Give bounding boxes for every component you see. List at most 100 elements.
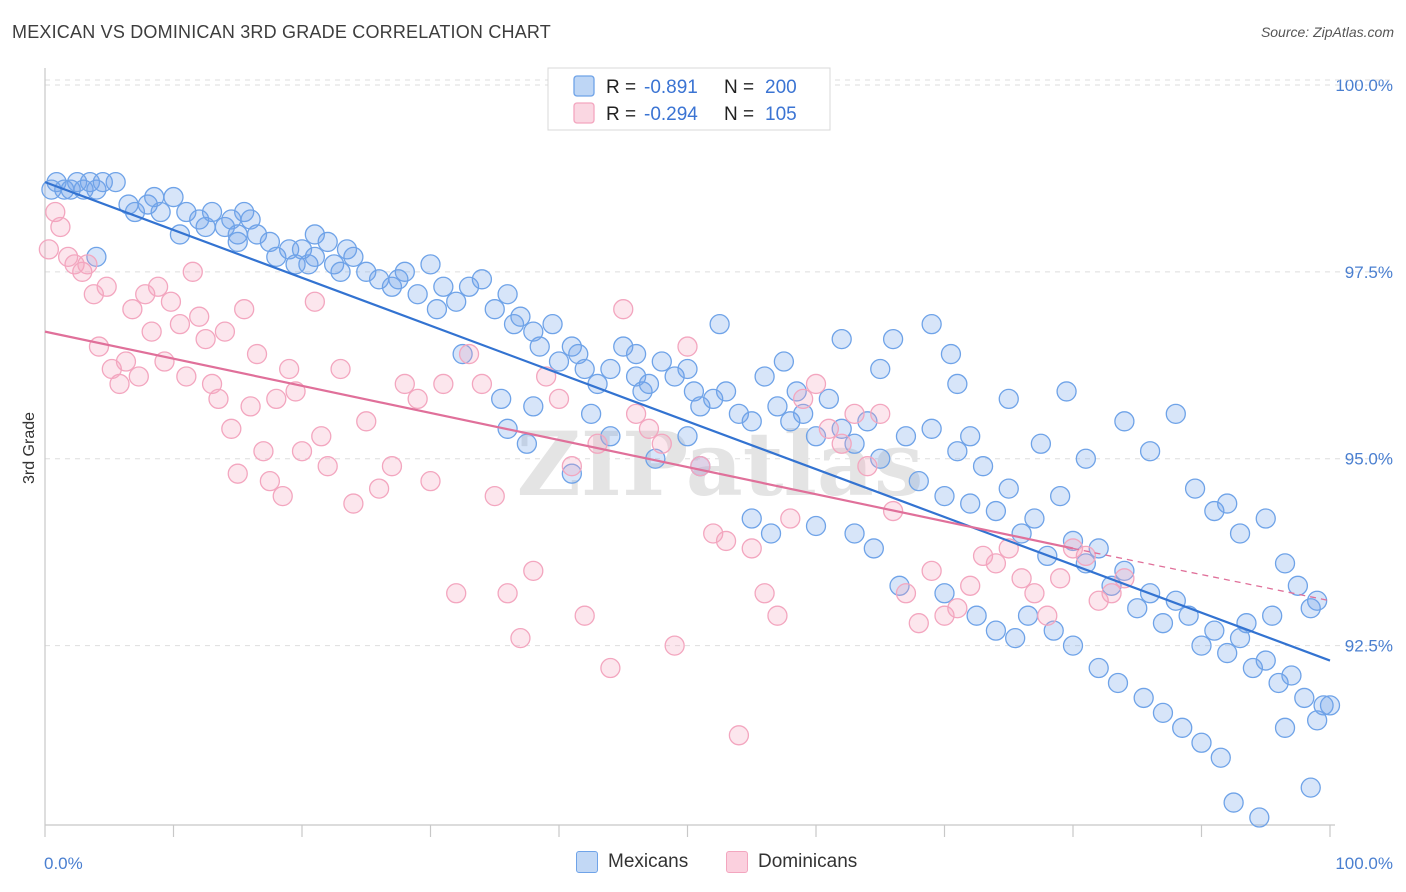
data-point [266,388,287,410]
data-point [471,269,493,290]
data-point [201,201,223,223]
data-point [176,201,197,223]
data-point [857,456,878,477]
y-tick-label: 97.5% [1345,263,1393,282]
data-point [446,583,467,604]
data-point [471,373,493,395]
data-point [580,403,602,425]
data-point [972,456,994,477]
data-point [234,299,255,320]
data-point [1184,478,1206,499]
data-point [208,388,229,410]
data-point [1139,441,1161,462]
data-point [1127,598,1148,619]
data-point [1050,568,1071,589]
data-point [760,523,782,544]
data-point [201,373,223,395]
data-point [690,456,711,477]
data-point [523,396,544,417]
data-point [317,231,338,253]
data-point [189,306,210,327]
legend-swatch [573,75,595,97]
y-axis-label: 3rd Grade [21,412,38,484]
data-point [870,358,891,380]
watermark: ZIPatlas [517,412,924,516]
data-point [536,366,557,387]
legend-item-mexicans[interactable]: Mexicans [576,851,688,873]
data-point [908,613,929,634]
data-point [542,314,563,335]
data-point [895,583,917,604]
data-point [330,261,351,282]
data-point [934,583,955,604]
data-point [115,351,137,372]
data-point [1217,493,1238,514]
data-point [381,456,403,477]
data-point [1287,575,1309,596]
data-point [1114,411,1135,432]
data-point [998,478,1019,499]
data-point [150,201,171,223]
data-point [805,515,827,537]
data-point [510,627,531,649]
data-point [491,388,512,410]
data-point [651,351,672,372]
data-point [613,336,634,357]
data-point [844,403,865,425]
data-point [240,209,261,230]
data-point [109,373,130,395]
data-point [574,605,595,626]
data-point [433,276,454,297]
data-point [677,358,698,380]
data-point [420,470,441,492]
data-point [1101,583,1122,604]
data-point [214,321,236,342]
data-point [1172,717,1193,738]
data-point [330,358,351,380]
data-point [1307,710,1328,731]
chart-title: MEXICAN VS DOMINICAN 3RD GRADE CORRELATI… [12,22,552,42]
data-point [1229,523,1251,544]
data-point [45,201,66,223]
data-point [433,373,454,395]
data-point [985,620,1007,641]
data-point [1268,672,1289,694]
data-point [1152,702,1174,724]
series-dominicans [38,201,1135,746]
data-point [291,239,313,260]
data-point [857,411,878,432]
data-point [548,388,570,410]
data-point [638,418,660,439]
data-point [703,523,724,544]
data-point [1133,687,1154,709]
data-point [651,433,672,454]
data-point [1204,620,1225,641]
data-point [221,418,242,439]
x-tick-label: 0.0% [44,854,83,873]
data-point [1024,508,1045,529]
legend-n-value: 105 [765,104,797,125]
data-point [966,605,987,626]
data-point [1011,568,1032,589]
data-point [1062,635,1084,656]
data-point [1152,613,1174,634]
y-tick-label: 95.0% [1345,450,1393,469]
data-point [895,426,917,447]
data-point [664,635,685,656]
data-point [1178,605,1199,626]
data-point [600,657,621,679]
x-tick-label: 100.0% [1335,854,1393,873]
data-point [169,314,191,335]
legend-n-label: N = [724,104,754,125]
data-point [908,470,929,492]
data-point [105,171,126,193]
data-point [278,358,300,380]
data-point [1107,672,1129,694]
data-point [122,299,143,320]
data-point [458,276,480,297]
data-point [741,538,762,559]
data-point [227,463,248,484]
legend-item-dominicans[interactable]: Dominicans [726,851,857,873]
data-point [805,426,827,447]
